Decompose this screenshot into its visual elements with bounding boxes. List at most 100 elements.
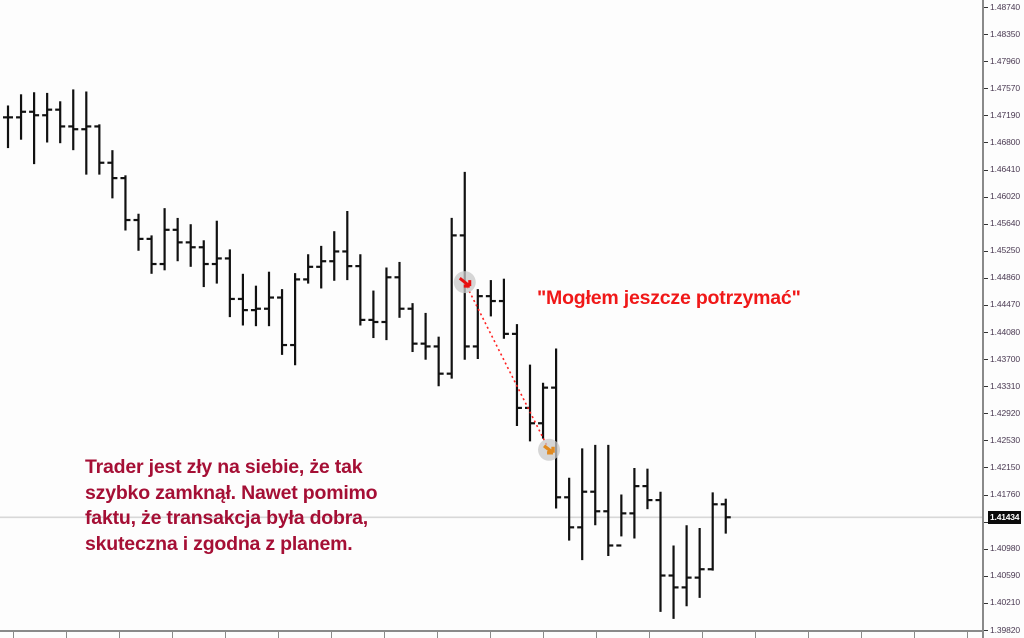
ohlc-bar[interactable]	[681, 525, 692, 607]
ohlc-bar[interactable]	[55, 101, 66, 144]
price-axis-tick	[984, 277, 988, 279]
price-axis-label: 1.45640	[990, 218, 1021, 229]
price-axis-tick	[984, 115, 988, 117]
ohlc-bar[interactable]	[551, 348, 562, 509]
ohlc-bar[interactable]	[133, 213, 144, 251]
ohlc-bar[interactable]	[120, 175, 131, 231]
ohlc-bar[interactable]	[668, 545, 679, 619]
price-axis-label: 1.40590	[990, 570, 1021, 581]
ohlc-bar[interactable]	[642, 468, 653, 510]
ohlc-bar[interactable]	[433, 336, 444, 387]
price-axis-label: 1.42530	[990, 434, 1021, 445]
ohlc-bar[interactable]	[407, 303, 418, 353]
ohlc-bar[interactable]	[185, 224, 196, 267]
price-axis-label: 1.45250	[990, 245, 1021, 256]
price-axis-tick	[984, 575, 988, 577]
ohlc-bar[interactable]	[290, 273, 301, 366]
ohlc-bar[interactable]	[603, 444, 614, 556]
ohlc-bar[interactable]	[94, 124, 105, 175]
price-axis-tick	[984, 548, 988, 550]
ohlc-bar[interactable]	[707, 492, 718, 571]
price-axis-label: 1.42150	[990, 461, 1021, 472]
price-axis-label: 1.42920	[990, 407, 1021, 418]
ohlc-bar[interactable]	[250, 285, 261, 327]
ohlc-bar[interactable]	[394, 261, 405, 318]
ohlc-bar[interactable]	[381, 267, 392, 341]
ohlc-bar[interactable]	[29, 92, 40, 165]
ohlc-bar[interactable]	[198, 240, 209, 288]
annotation-commentary-text: Trader jest zły na siebie, że tak szybko …	[85, 455, 485, 557]
ohlc-bar[interactable]	[472, 289, 483, 360]
ohlc-bar[interactable]	[564, 477, 575, 541]
ohlc-bar[interactable]	[107, 150, 118, 199]
ohlc-bar[interactable]	[81, 91, 92, 175]
price-axis-tick	[984, 304, 988, 306]
ohlc-bar[interactable]	[498, 278, 509, 339]
price-axis-label: 1.47960	[990, 55, 1021, 66]
ohlc-bar[interactable]	[3, 105, 13, 149]
ohlc-bar[interactable]	[538, 382, 549, 439]
ohlc-bar-series	[3, 89, 731, 619]
trade-entry-arrow-icon[interactable]	[458, 277, 472, 288]
price-axis-label: 1.39820	[990, 624, 1021, 635]
ohlc-bar[interactable]	[577, 448, 588, 561]
time-axis-tick	[172, 632, 173, 638]
ohlc-bar[interactable]	[224, 249, 235, 318]
ohlc-bar[interactable]	[720, 498, 731, 534]
time-axis-tick	[384, 632, 385, 638]
ohlc-bar[interactable]	[68, 89, 79, 151]
price-axis-label: 1.46800	[990, 136, 1021, 147]
ohlc-bar[interactable]	[420, 312, 431, 360]
price-axis-tick	[984, 223, 988, 225]
ohlc-bar[interactable]	[16, 94, 27, 140]
ohlc-bar[interactable]	[277, 289, 288, 355]
price-axis[interactable]: 1.48740 1.48350 1.47960 1.47570 1.47190 1.468…	[982, 0, 1024, 638]
price-axis-tick	[984, 602, 988, 604]
ohlc-bar[interactable]	[511, 324, 522, 427]
trade-exit-arrow-icon[interactable]	[543, 444, 555, 455]
price-axis-tick	[984, 7, 988, 8]
ohlc-bar[interactable]	[316, 245, 327, 289]
ohlc-bar[interactable]	[146, 235, 157, 274]
time-axis-tick	[13, 632, 14, 638]
ohlc-bar[interactable]	[525, 364, 535, 442]
ohlc-bar[interactable]	[303, 254, 314, 284]
price-axis-tick	[984, 250, 988, 252]
ohlc-bars-svg	[0, 89, 982, 619]
price-chart-plot-area[interactable]	[0, 0, 982, 630]
time-axis-tick	[596, 632, 597, 638]
ohlc-bar[interactable]	[629, 467, 640, 539]
ohlc-bar[interactable]	[459, 171, 470, 360]
price-axis-tick	[984, 332, 988, 334]
commentary-line: skuteczna i zgodna z planem.	[85, 532, 353, 555]
price-axis-label: 1.47190	[990, 109, 1021, 120]
ohlc-bar[interactable]	[342, 210, 353, 281]
ohlc-bar[interactable]	[368, 290, 379, 339]
ohlc-bar[interactable]	[264, 271, 274, 327]
ohlc-bar[interactable]	[329, 231, 340, 281]
ohlc-bar[interactable]	[694, 528, 705, 598]
current-price-label: 1.41434	[988, 511, 1022, 525]
price-axis-tick	[984, 34, 988, 36]
ohlc-bar[interactable]	[655, 491, 666, 612]
time-axis-tick	[755, 632, 756, 638]
time-axis-tick	[649, 632, 650, 638]
time-axis	[0, 630, 982, 638]
ohlc-bar[interactable]	[355, 254, 366, 326]
price-axis-tick	[984, 196, 988, 198]
ohlc-bar[interactable]	[616, 494, 627, 547]
time-axis-tick	[225, 632, 226, 638]
ohlc-bar[interactable]	[159, 208, 170, 271]
time-axis-tick	[119, 632, 120, 638]
ohlc-bar[interactable]	[211, 220, 222, 284]
ohlc-bar[interactable]	[172, 217, 183, 262]
ohlc-bar[interactable]	[42, 92, 53, 143]
price-axis-tick	[984, 359, 988, 361]
ohlc-bar[interactable]	[446, 217, 457, 379]
ohlc-bar[interactable]	[590, 444, 601, 526]
ohlc-bar[interactable]	[237, 273, 248, 326]
ohlc-bar[interactable]	[485, 280, 496, 317]
time-axis-tick	[437, 632, 438, 638]
time-axis-tick	[861, 632, 862, 638]
